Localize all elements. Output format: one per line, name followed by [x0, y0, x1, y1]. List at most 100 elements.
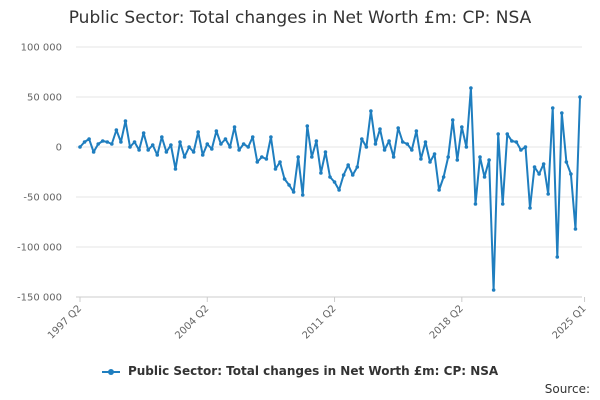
data-point: [232, 125, 237, 129]
data-point: [119, 140, 123, 144]
data-point: [578, 95, 582, 99]
data-point: [87, 137, 91, 141]
data-point: [250, 135, 255, 139]
series-line: [79, 87, 581, 291]
data-point: [137, 148, 141, 152]
data-point: [496, 132, 500, 136]
data-point: [182, 155, 187, 159]
data-point: [219, 142, 223, 146]
data-point: [78, 145, 82, 149]
y-tick-label: 0: [56, 143, 62, 154]
data-point: [341, 173, 346, 177]
chart-title: Public Sector: Total changes in Net Wort…: [68, 8, 532, 28]
data-point: [291, 190, 296, 194]
data-point: [105, 140, 110, 144]
data-point: [419, 157, 423, 161]
data-point: [564, 160, 569, 164]
data-point: [510, 139, 514, 143]
legend-series-marker: [101, 368, 120, 375]
y-tick-label: 50 000: [27, 93, 62, 104]
data-point: [323, 150, 328, 154]
data-point: [128, 145, 132, 149]
data-point: [555, 255, 560, 259]
data-point: [573, 227, 578, 231]
data-point: [446, 155, 450, 159]
data-point: [155, 153, 160, 157]
data-point: [382, 148, 387, 152]
data-point: [441, 175, 446, 179]
data-point: [123, 119, 128, 123]
x-tick-label: 1997 Q2: [46, 303, 84, 341]
data-point: [187, 145, 191, 149]
chart-legend[interactable]: Public Sector: Total changes in Net Wort…: [0, 364, 600, 378]
data-point: [532, 165, 537, 169]
data-point: [460, 125, 464, 129]
data-point: [82, 140, 87, 144]
data-point: [519, 148, 523, 152]
data-point: [487, 158, 491, 162]
y-tick-label: 100 000: [21, 43, 62, 54]
data-point: [414, 129, 419, 133]
data-point: [196, 130, 200, 134]
data-point: [178, 140, 182, 144]
data-point: [214, 129, 219, 133]
x-tick-label: 2018 Q2: [428, 303, 466, 341]
x-tick-label: 2011 Q2: [301, 303, 339, 341]
data-point: [241, 142, 246, 146]
data-point: [391, 155, 396, 159]
data-point: [300, 193, 305, 197]
data-point: [314, 139, 319, 143]
data-point: [191, 150, 196, 154]
y-tick-label: -50 000: [23, 193, 62, 204]
source-label: Source:: [544, 382, 590, 396]
data-point: [319, 171, 323, 175]
data-point: [100, 139, 105, 143]
data-point: [146, 148, 150, 152]
data-point: [560, 111, 564, 115]
data-point: [169, 143, 173, 147]
data-point: [114, 128, 119, 132]
data-point: [500, 202, 505, 206]
data-point: [355, 165, 360, 169]
data-point: [387, 139, 391, 143]
data-point: [210, 147, 214, 151]
data-point: [96, 142, 100, 146]
data-point: [269, 135, 273, 139]
data-point: [132, 140, 137, 144]
data-point: [337, 188, 341, 192]
data-point: [469, 86, 473, 90]
data-point: [287, 183, 291, 187]
legend-series-label: Public Sector: Total changes in Net Wort…: [127, 364, 499, 378]
data-point: [405, 142, 410, 146]
data-point: [428, 160, 432, 164]
y-tick-label: -100 000: [17, 243, 62, 254]
data-point: [346, 163, 350, 167]
data-point: [482, 175, 487, 179]
data-point: [255, 160, 260, 164]
data-point: [110, 142, 114, 146]
data-point: [369, 109, 373, 113]
data-point: [373, 142, 378, 146]
data-point: [332, 180, 337, 184]
data-point: [537, 172, 541, 176]
data-point: [141, 131, 146, 135]
data-point: [160, 135, 164, 139]
data-point: [546, 192, 550, 196]
data-point: [523, 145, 528, 149]
data-point: [350, 173, 355, 177]
data-point: [278, 160, 282, 164]
data-point: [505, 132, 510, 136]
data-point: [396, 126, 400, 130]
data-point: [91, 150, 96, 154]
data-point: [228, 145, 232, 149]
data-point: [264, 157, 269, 161]
data-point: [528, 206, 532, 210]
data-point: [328, 175, 332, 179]
data-point: [423, 140, 428, 144]
data-point: [410, 148, 414, 152]
data-point: [310, 155, 314, 159]
x-tick-label: 2004 Q2: [173, 303, 211, 341]
data-point: [260, 155, 264, 159]
